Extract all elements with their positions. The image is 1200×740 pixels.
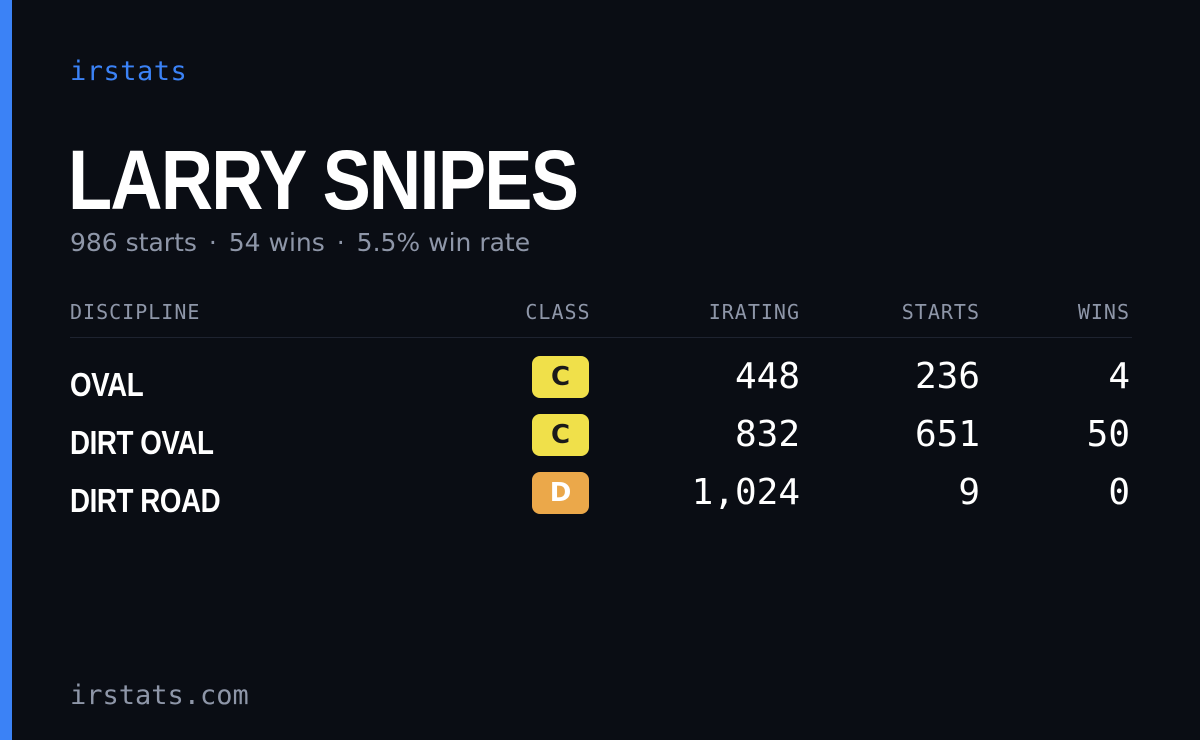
summary-win-rate: 5.5% win rate — [356, 228, 531, 257]
irating-value: 448 — [734, 356, 800, 397]
table-body: OVAL C 448 236 4 DIRT OVAL C 832 651 50 … — [70, 338, 1132, 528]
wins-value: 50 — [1086, 414, 1130, 455]
header-class: CLASS — [525, 300, 591, 324]
header-irating: IRATING — [708, 300, 800, 324]
driver-summary: 986 starts · 54 wins · 5.5% win rate — [70, 228, 530, 257]
summary-starts: 986 starts — [70, 228, 197, 257]
wins-value: 0 — [1108, 472, 1130, 513]
table-row: DIRT OVAL C 832 651 50 — [70, 412, 1132, 470]
summary-separator: · — [208, 228, 217, 257]
stats-table: DISCIPLINE CLASS IRATING STARTS WINS OVA… — [70, 296, 1132, 528]
table-header: DISCIPLINE CLASS IRATING STARTS WINS — [70, 296, 1132, 338]
class-badge: C — [532, 414, 589, 456]
table-row: DIRT ROAD D 1,024 9 0 — [70, 470, 1132, 528]
driver-name: LARRY SNIPES — [68, 133, 579, 227]
footer-url[interactable]: irstats.com — [70, 680, 249, 711]
irating-value: 832 — [734, 414, 800, 455]
class-badge: C — [532, 356, 589, 398]
class-badge: D — [532, 472, 589, 514]
starts-value: 9 — [958, 472, 980, 513]
table-row: OVAL C 448 236 4 — [70, 354, 1132, 412]
starts-value: 236 — [914, 356, 980, 397]
header-discipline: DISCIPLINE — [70, 300, 201, 324]
discipline-name: OVAL — [70, 366, 144, 403]
brand-logo-text[interactable]: irstats — [70, 56, 188, 87]
irating-value: 1,024 — [691, 472, 800, 513]
summary-separator: · — [336, 228, 345, 257]
discipline-name: DIRT ROAD — [70, 482, 221, 519]
summary-wins: 54 wins — [228, 228, 325, 257]
header-starts: STARTS — [901, 300, 980, 324]
header-wins: WINS — [1077, 300, 1130, 324]
discipline-name: DIRT OVAL — [70, 424, 214, 461]
starts-value: 651 — [914, 414, 980, 455]
accent-bar — [0, 0, 12, 740]
wins-value: 4 — [1108, 356, 1130, 397]
